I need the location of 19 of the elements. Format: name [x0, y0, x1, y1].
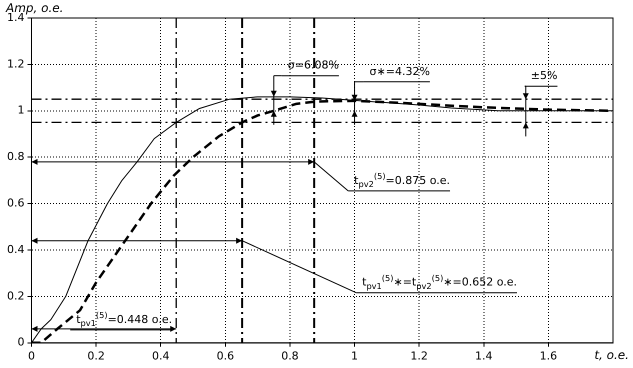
x-tick-label: 0 [28, 349, 35, 362]
x-axis-title: t, o.e. [594, 348, 629, 362]
y-tick-label: 1.2 [6, 57, 24, 70]
x-tick-label: 0.8 [281, 349, 299, 362]
annotation: ±5% [530, 69, 558, 82]
y-tick-label: 0.2 [6, 289, 24, 302]
y-tick-label: 0.6 [6, 196, 24, 210]
x-tick-label: 1 [351, 349, 358, 362]
x-tick-label: 0.6 [216, 349, 234, 362]
y-tick-label: 0 [17, 336, 24, 349]
y-tick-label: 0.4 [6, 242, 24, 256]
x-tick-label: 0.2 [87, 349, 105, 362]
x-tick-label: 0.4 [152, 349, 170, 362]
y-tick-label: 0.8 [6, 150, 24, 164]
x-tick-label: 1.4 [475, 349, 493, 362]
y-tick-label: 1 [17, 104, 24, 117]
x-tick-label: 1.2 [410, 349, 428, 362]
x-tick-label: 1.6 [540, 349, 558, 362]
annotation: σ∗=4.32% [370, 64, 430, 78]
